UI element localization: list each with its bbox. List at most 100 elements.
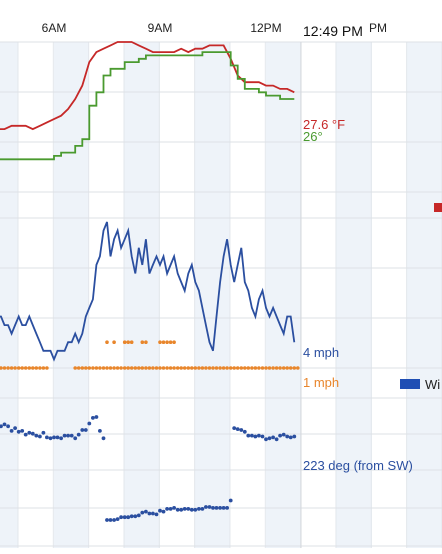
dewpoint-line	[0, 51, 295, 161]
wind-gust-point	[288, 366, 293, 370]
wind-gust-marker	[144, 340, 148, 345]
shade-band	[0, 42, 18, 548]
wind-gust-point	[23, 366, 28, 370]
wind-direction-point	[133, 514, 138, 519]
wind-direction-point	[20, 429, 25, 433]
wind-direction-point	[76, 432, 81, 437]
wind-gust-point	[94, 366, 99, 370]
wind-direction-point	[73, 436, 78, 441]
wind-gust-point	[158, 366, 162, 370]
wind-gust-point	[147, 366, 152, 370]
wind-direction-point	[250, 433, 254, 438]
wind-gust-point	[9, 366, 14, 370]
wind-gust-point	[260, 366, 265, 370]
wind-gust-point	[6, 366, 10, 370]
wind-gust-point	[13, 366, 17, 370]
shade-band	[407, 42, 442, 548]
wind-gust-point	[243, 366, 247, 370]
wind-direction-point	[45, 435, 49, 440]
wind-direction-point	[200, 507, 205, 511]
wind-direction-point	[108, 518, 113, 522]
wind-gust-point	[119, 366, 123, 370]
wind-direction-point	[0, 424, 3, 429]
wind-gust-point	[281, 366, 286, 370]
wind-gust-point	[207, 366, 212, 370]
wind-direction-point	[172, 506, 177, 510]
shade-band	[54, 42, 89, 548]
wind-direction-point	[260, 434, 265, 439]
wind-direction-point	[87, 421, 92, 426]
wind-gust-point	[129, 366, 134, 370]
wind-gust-point	[292, 366, 297, 370]
wind-direction-point	[147, 511, 152, 516]
wind-direction-point	[129, 514, 134, 519]
wind-direction-point	[186, 507, 191, 511]
wind-direction-point	[204, 505, 208, 509]
wind-gust-point	[108, 366, 113, 370]
wind-gust-point	[41, 366, 46, 370]
wind-gust-marker	[158, 340, 162, 345]
wind-gust-point	[87, 366, 92, 370]
wind-gust-point	[27, 366, 32, 370]
wind-direction-point	[175, 507, 180, 512]
wind-gust-marker	[168, 340, 173, 345]
current-values: 27.6 °F 26° 4 mph 1 mph 223 deg (from SW…	[303, 117, 413, 473]
wind-direction-point	[115, 517, 120, 521]
wind-gust-point	[31, 366, 35, 370]
wind-direction-point	[52, 435, 56, 440]
wind-gust-point	[73, 366, 77, 370]
wind-gust-point	[98, 366, 102, 370]
wind-direction-point	[285, 434, 290, 439]
wind-direction-point	[2, 422, 7, 427]
wind-gust-marker	[112, 340, 116, 345]
wind-direction-point	[48, 436, 53, 441]
wind-direction-point	[83, 428, 88, 432]
wind-gust-marker	[105, 340, 109, 345]
wind-direction-point	[112, 518, 116, 522]
wind-direction-point	[232, 426, 237, 430]
wind-direction-point	[16, 429, 21, 434]
wind-speed-current-value: 4 mph	[303, 345, 339, 360]
wind-direction-point	[228, 498, 233, 503]
wind-direction-point	[288, 435, 293, 440]
wind-gust-point	[34, 366, 39, 370]
wind-legend: Wi	[400, 377, 440, 392]
legend-swatch	[400, 379, 420, 389]
wind-gust-point	[161, 366, 166, 370]
x-tick-label: 9AM	[148, 21, 173, 35]
wind-direction-point	[140, 510, 145, 515]
wind-gust-point	[112, 366, 116, 370]
wind-direction-point	[242, 429, 247, 434]
legend-label: Wi	[425, 377, 440, 392]
wind-gust-point	[193, 366, 198, 370]
wind-gust-point	[144, 366, 148, 370]
wind-direction-point	[253, 434, 258, 439]
wind-gust-point	[271, 366, 275, 370]
wind-direction-point	[94, 415, 99, 419]
wind-direction-point	[207, 505, 212, 509]
wind-gust-point	[267, 366, 272, 370]
wind-gust-point	[175, 366, 180, 370]
wind-speed-line	[0, 221, 296, 362]
x-tick-label: 6AM	[42, 21, 67, 35]
wind-direction-point	[122, 515, 127, 520]
wind-direction-point	[59, 436, 63, 441]
wind-gust-point	[257, 366, 261, 370]
time-axis: 6AM 9AM 12PM PM	[42, 21, 387, 35]
wind-direction-point	[281, 432, 286, 437]
wind-direction-point	[264, 437, 268, 442]
dewpoint-current-value: 26°	[303, 129, 323, 144]
wind-gust-point	[76, 366, 81, 370]
wind-direction-point	[55, 435, 60, 440]
wind-direction-point	[235, 427, 240, 431]
shade-band	[195, 42, 230, 548]
wind-gust-point	[154, 366, 159, 370]
wind-direction-point	[6, 424, 10, 429]
wind-gust-point	[211, 366, 215, 370]
shade-band	[124, 42, 160, 548]
wind-direction-point	[278, 433, 282, 438]
wind-gust-point	[140, 366, 145, 370]
wind-direction-point	[91, 416, 95, 420]
wind-gust-point	[20, 366, 25, 370]
